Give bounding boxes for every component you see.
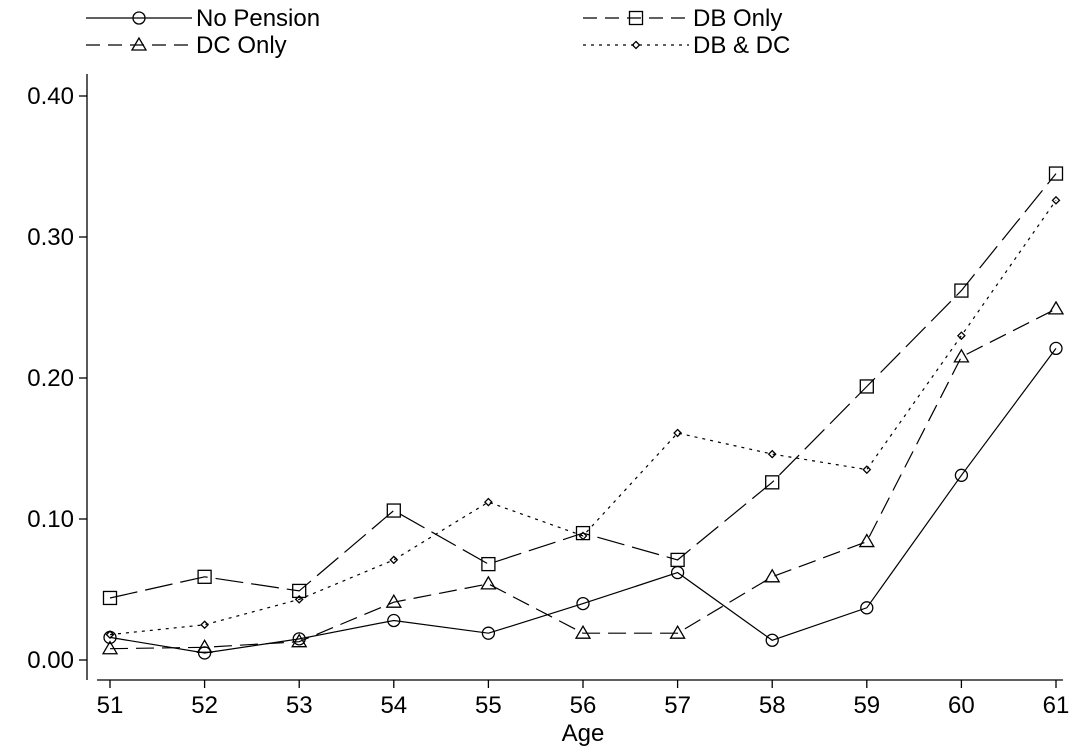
x-axis-label: Age bbox=[562, 720, 605, 747]
data-point-db-dc bbox=[578, 531, 588, 541]
data-point-no-pension bbox=[481, 626, 496, 640]
legend-label-no-pension: No Pension bbox=[196, 5, 320, 32]
series-line-db-dc bbox=[109, 199, 1057, 636]
data-point-db-only bbox=[292, 583, 307, 599]
legend-item-dc-only: DC Only bbox=[86, 32, 287, 59]
x-tick-label: 60 bbox=[948, 692, 975, 719]
legend-item-db-only: DB Only bbox=[583, 5, 782, 32]
data-point-dc-only bbox=[858, 533, 875, 548]
data-point-dc-only bbox=[385, 593, 402, 608]
legend-marker-dc-only bbox=[130, 36, 148, 51]
data-point-db-dc bbox=[483, 497, 493, 507]
series-line-no-pension bbox=[109, 348, 1057, 654]
legend-item-no-pension: No Pension bbox=[86, 5, 320, 32]
x-tick-label: 59 bbox=[853, 692, 880, 719]
data-point-db-dc bbox=[105, 630, 115, 640]
data-point-dc-only bbox=[1047, 300, 1065, 315]
data-point-no-pension bbox=[954, 468, 969, 482]
data-point-db-only bbox=[1048, 166, 1064, 181]
legend-marker-no-pension bbox=[132, 11, 146, 25]
data-point-db-dc bbox=[862, 465, 872, 475]
data-point-db-only bbox=[386, 503, 401, 518]
data-point-no-pension bbox=[765, 633, 779, 647]
data-point-db-dc bbox=[767, 449, 777, 459]
data-point-db-dc bbox=[200, 620, 210, 630]
data-point-dc-only bbox=[764, 568, 781, 583]
x-tick-label: 57 bbox=[664, 692, 691, 719]
series-line-db-only bbox=[109, 173, 1057, 599]
series-line-dc-only bbox=[109, 308, 1057, 650]
data-point-db-dc bbox=[294, 594, 304, 604]
series-group bbox=[101, 166, 1065, 660]
x-tick-label: 61 bbox=[1043, 692, 1070, 719]
y-tick-label: 0.30 bbox=[27, 224, 74, 251]
data-point-db-only bbox=[481, 556, 496, 572]
data-point-dc-only bbox=[291, 633, 308, 648]
series-dc-only bbox=[101, 300, 1065, 655]
data-point-db-dc bbox=[673, 428, 683, 438]
data-point-dc-only bbox=[953, 348, 970, 363]
legend-marker-db-dc bbox=[631, 40, 641, 50]
data-point-no-pension bbox=[387, 613, 401, 628]
legend-label-db-dc: DB & DC bbox=[693, 32, 790, 59]
data-point-dc-only bbox=[669, 624, 686, 639]
data-point-dc-only bbox=[101, 640, 119, 655]
x-tick-label: 55 bbox=[475, 692, 502, 719]
x-tick-label: 53 bbox=[286, 692, 313, 719]
x-tick-label: 58 bbox=[759, 692, 786, 719]
legend-marker-db-only bbox=[628, 10, 644, 26]
series-no-pension bbox=[103, 341, 1063, 660]
y-tick-label: 0.00 bbox=[27, 647, 74, 674]
y-tick-label: 0.10 bbox=[27, 506, 74, 533]
x-tick-label: 56 bbox=[570, 692, 597, 719]
data-point-dc-only bbox=[574, 624, 592, 639]
data-point-db-only bbox=[197, 569, 212, 584]
y-tick-label: 0.40 bbox=[27, 83, 74, 110]
series-db-dc bbox=[105, 195, 1061, 640]
data-point-db-only bbox=[954, 283, 969, 298]
data-point-no-pension bbox=[1049, 341, 1063, 356]
data-point-no-pension bbox=[860, 601, 874, 615]
legend-label-dc-only: DC Only bbox=[196, 32, 287, 59]
data-point-db-dc bbox=[389, 555, 399, 565]
data-point-dc-only bbox=[196, 639, 213, 653]
x-tick-label: 51 bbox=[97, 692, 124, 719]
legend-label-db-only: DB Only bbox=[693, 5, 782, 32]
data-point-db-only bbox=[765, 475, 780, 490]
data-point-no-pension bbox=[576, 596, 590, 611]
data-point-db-dc bbox=[956, 331, 966, 341]
y-tick-label: 0.20 bbox=[27, 365, 74, 392]
x-tick-label: 54 bbox=[380, 692, 407, 719]
axes: 0.00 0.10 0.20 0.30 0.40 51 52 53 54 55 56 57 58 59 6… bbox=[27, 74, 1069, 747]
data-point-db-only bbox=[102, 590, 118, 606]
data-point-dc-only bbox=[480, 575, 497, 590]
data-point-db-only bbox=[859, 379, 874, 394]
data-point-db-dc bbox=[1051, 195, 1061, 205]
legend-item-db-dc: DB & DC bbox=[583, 32, 790, 59]
data-point-db-only bbox=[670, 552, 685, 568]
x-tick-label: 52 bbox=[191, 692, 218, 719]
x-ticks: 51 52 53 54 55 56 57 58 59 60 61 bbox=[97, 680, 1070, 719]
legend: No Pension DB Only DC Only DB & DC bbox=[86, 5, 790, 59]
y-ticks: 0.00 0.10 0.20 0.30 0.40 bbox=[27, 83, 87, 674]
